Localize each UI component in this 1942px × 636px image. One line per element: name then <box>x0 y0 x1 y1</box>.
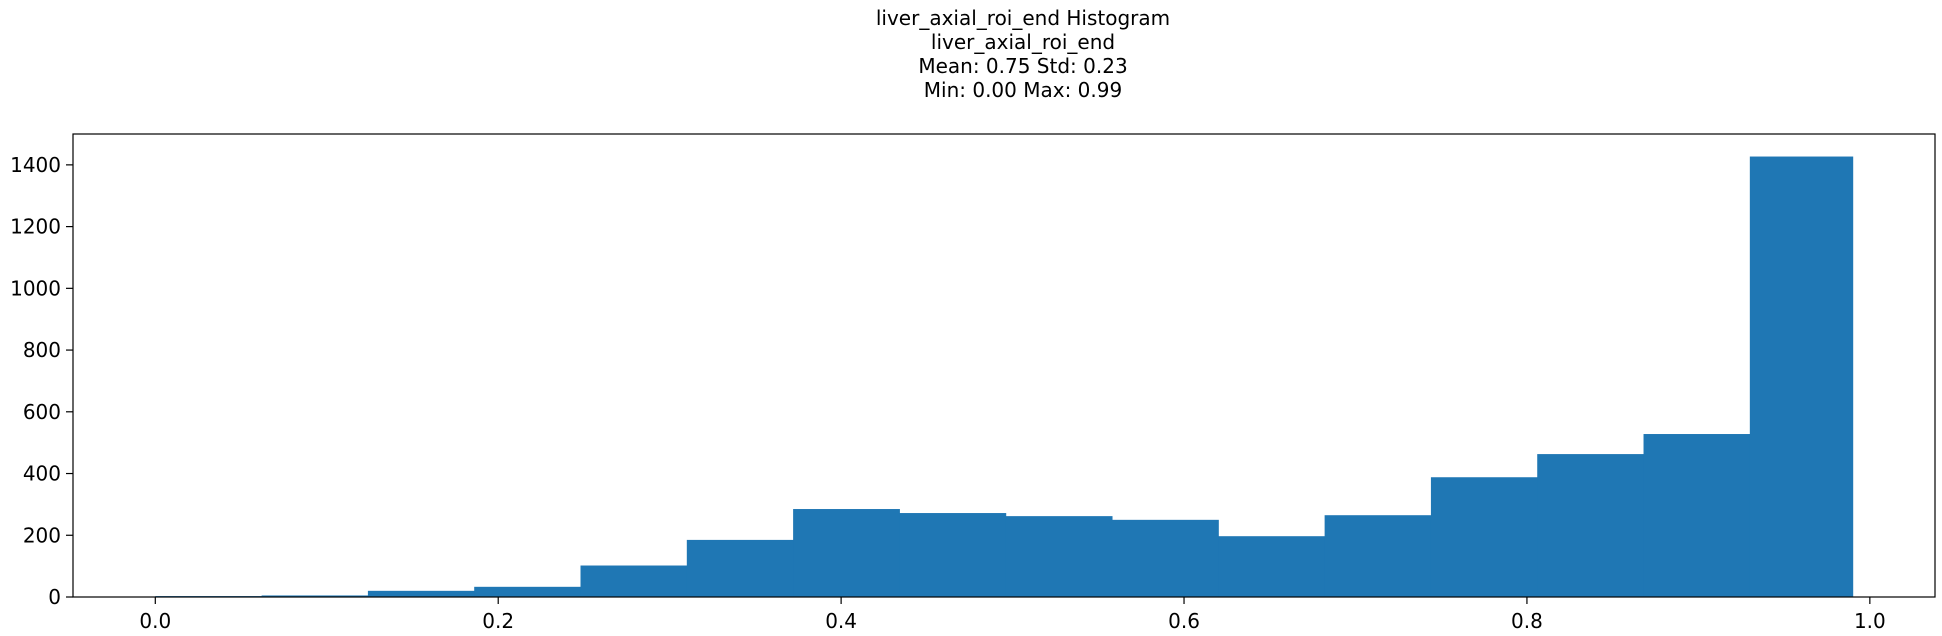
histogram-bar <box>1005 516 1113 597</box>
y-tick-label: 600 <box>23 400 61 424</box>
histogram-bar <box>1430 477 1538 597</box>
histogram-bar <box>580 565 688 597</box>
x-tick-label: 1.0 <box>1854 609 1886 633</box>
histogram-bar <box>1749 156 1854 598</box>
histogram-bar <box>1218 536 1326 597</box>
histogram-bar <box>1112 519 1219 597</box>
histogram-bar <box>1324 515 1432 597</box>
histogram-bar <box>1537 454 1645 597</box>
histogram-bar <box>793 509 900 597</box>
y-tick-label: 1200 <box>10 215 61 239</box>
y-axis-ticks: 0 200 400 600 800 1000 1200 1400 <box>10 153 73 609</box>
chart-subtitle-name: liver_axial_roi_end <box>930 30 1116 54</box>
histogram-bar <box>1643 434 1751 597</box>
y-tick-label: 1400 <box>10 153 61 177</box>
chart-title-block: liver_axial_roi_end Histogram liver_axia… <box>0 6 1942 102</box>
histogram-bar <box>899 513 1007 597</box>
chart-subtitle-stats: Mean: 0.75 Std: 0.23 <box>918 54 1128 78</box>
x-axis-ticks: 0.0 0.2 0.4 0.6 0.8 1.0 <box>139 597 1886 633</box>
y-tick-label: 800 <box>23 338 61 362</box>
chart-title: liver_axial_roi_end Histogram <box>875 6 1171 30</box>
histogram-bar <box>474 586 582 597</box>
x-tick-label: 0.0 <box>139 609 171 633</box>
histogram-bars <box>155 156 1854 598</box>
x-tick-label: 0.6 <box>1168 609 1200 633</box>
y-tick-label: 1000 <box>10 276 61 300</box>
histogram-bar <box>367 590 475 597</box>
histogram-bar <box>686 539 794 597</box>
x-tick-label: 0.2 <box>482 609 514 633</box>
axes-frame <box>72 133 1936 598</box>
chart-subtitle-range: Min: 0.00 Max: 0.99 <box>923 78 1123 102</box>
x-tick-label: 0.4 <box>825 609 857 633</box>
y-tick-label: 0 <box>48 585 61 609</box>
histogram-bar <box>261 595 369 597</box>
y-tick-label: 400 <box>23 462 61 486</box>
x-tick-label: 0.8 <box>1511 609 1543 633</box>
y-tick-label: 200 <box>23 523 61 547</box>
